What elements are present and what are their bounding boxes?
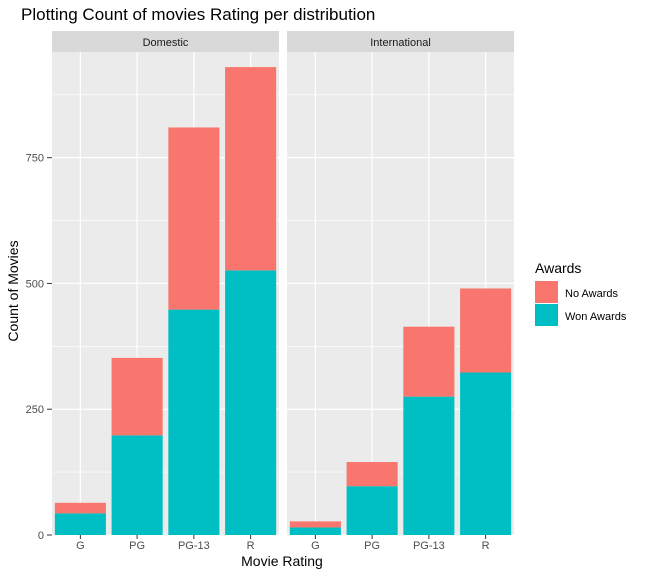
y-tick-label: 0 xyxy=(38,530,44,542)
bar-domestic-g-no-awards xyxy=(54,502,106,514)
legend: Awards No Awards Won Awards xyxy=(535,260,627,326)
facet-strip-label: Domestic xyxy=(143,37,189,49)
bar-domestic-r-no-awards xyxy=(225,67,277,271)
y-axis-title: Count of Movies xyxy=(5,240,21,341)
bar-international-pg-13-won-awards xyxy=(403,396,455,535)
legend-key-no-awards xyxy=(535,281,558,303)
x-tick-label: PG-13 xyxy=(413,540,445,552)
x-tick-label: PG-13 xyxy=(178,540,210,552)
bar-domestic-pg-13-won-awards xyxy=(168,309,220,535)
y-tick-label: 250 xyxy=(26,404,44,416)
facet-panel-domestic: Domestic G PG PG-13 R xyxy=(52,31,279,552)
y-tick-label: 750 xyxy=(26,153,44,165)
y-tick-label: 500 xyxy=(26,278,44,290)
x-tick-label: R xyxy=(247,540,255,552)
bar-domestic-r-won-awards xyxy=(225,270,277,535)
bar-international-pg-13-no-awards xyxy=(403,326,455,397)
x-tick-label: PG xyxy=(129,540,145,552)
x-tick-label: G xyxy=(311,540,320,552)
facet-strip xyxy=(287,31,514,52)
bar-domestic-g-won-awards xyxy=(54,513,106,535)
bar-international-r-no-awards xyxy=(460,288,512,373)
bar-domestic-pg-no-awards xyxy=(111,357,163,436)
chart-title: Plotting Count of movies Rating per dist… xyxy=(21,5,375,24)
bar-international-pg-won-awards xyxy=(346,486,398,535)
facet-panel-international: International G PG PG-13 R xyxy=(287,31,514,552)
x-axis-title: Movie Rating xyxy=(241,553,323,569)
x-tick-label: G xyxy=(76,540,85,552)
x-tick-label: R xyxy=(482,540,490,552)
bar-international-pg-no-awards xyxy=(346,462,398,487)
bar-international-g-won-awards xyxy=(289,527,341,535)
legend-title: Awards xyxy=(535,260,581,276)
facet-strip xyxy=(52,31,279,52)
legend-label-no-awards: No Awards xyxy=(565,288,618,300)
legend-label-won-awards: Won Awards xyxy=(565,311,627,323)
x-tick-label: PG xyxy=(364,540,380,552)
legend-key-won-awards xyxy=(535,304,558,326)
facet-strip-label: International xyxy=(370,37,431,49)
bar-international-r-won-awards xyxy=(460,372,512,535)
bar-domestic-pg-13-no-awards xyxy=(168,127,220,310)
bar-domestic-pg-won-awards xyxy=(111,435,163,535)
bar-international-g-no-awards xyxy=(289,521,341,528)
